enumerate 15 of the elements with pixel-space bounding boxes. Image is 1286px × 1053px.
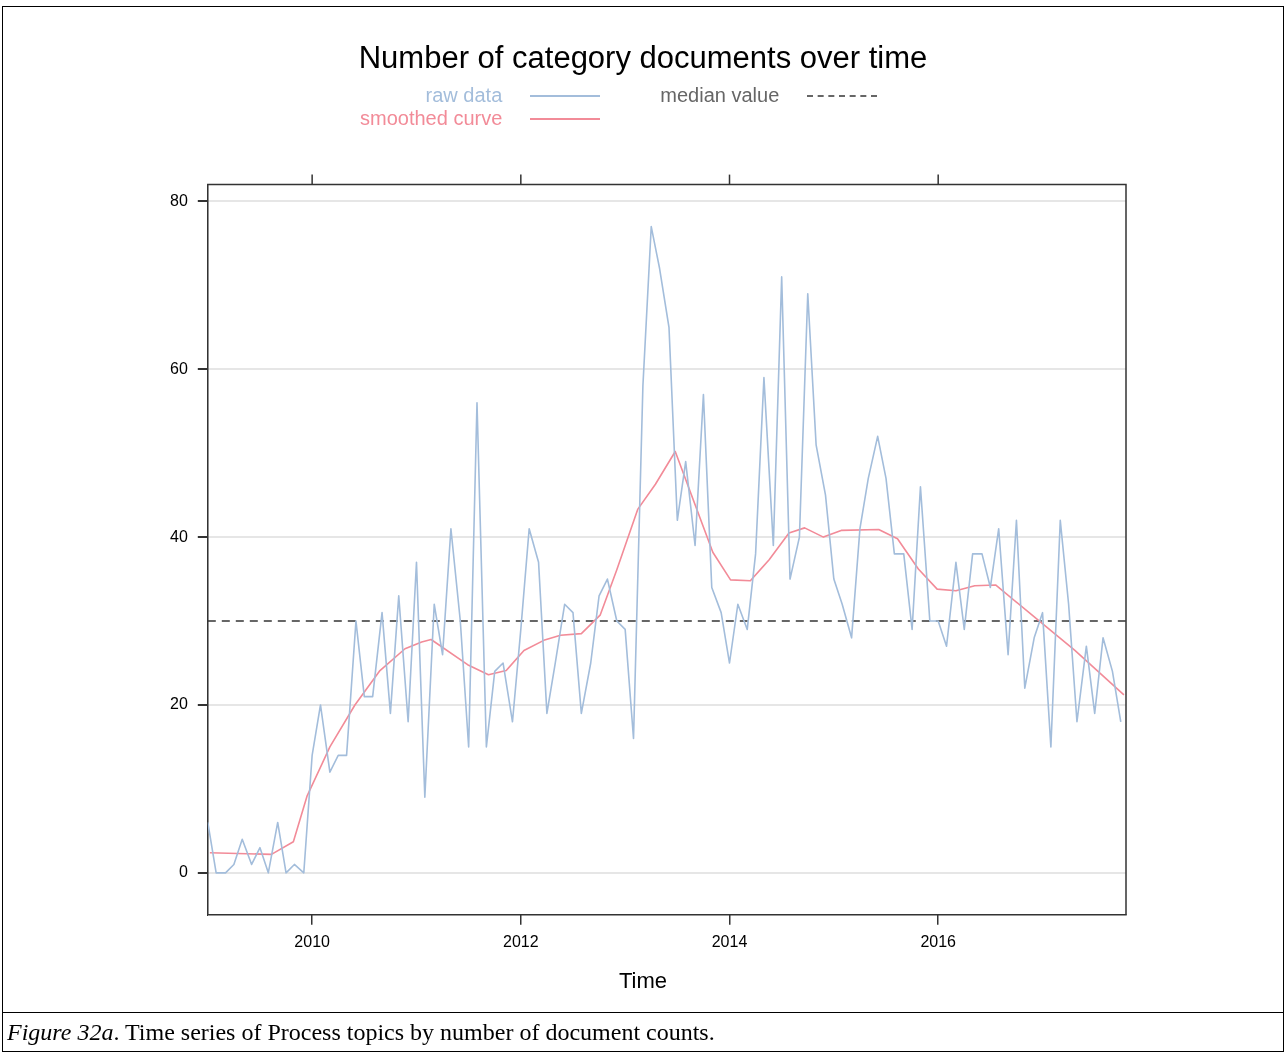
chart-title: Number of category documents over time — [357, 40, 929, 76]
legend-label: raw data — [425, 84, 503, 107]
x-tick-label: 2014 — [711, 932, 748, 950]
legend-label: median value — [660, 84, 780, 107]
caption: Figure 32a. Time series of Process topics by number of document counts. — [7, 1019, 715, 1045]
legend-label: smoothed curve — [360, 107, 503, 130]
x-tick-label: 2012 — [503, 932, 539, 950]
y-tick-label: 60 — [170, 359, 188, 377]
x-axis-title: Time — [617, 968, 669, 994]
y-tick-label: 40 — [170, 527, 188, 545]
y-tick-label: 20 — [170, 695, 188, 713]
y-tick-label: 80 — [170, 191, 188, 209]
y-tick-label: 0 — [178, 863, 188, 881]
x-tick-label: 2010 — [294, 932, 331, 950]
x-tick-label: 2016 — [920, 932, 957, 950]
